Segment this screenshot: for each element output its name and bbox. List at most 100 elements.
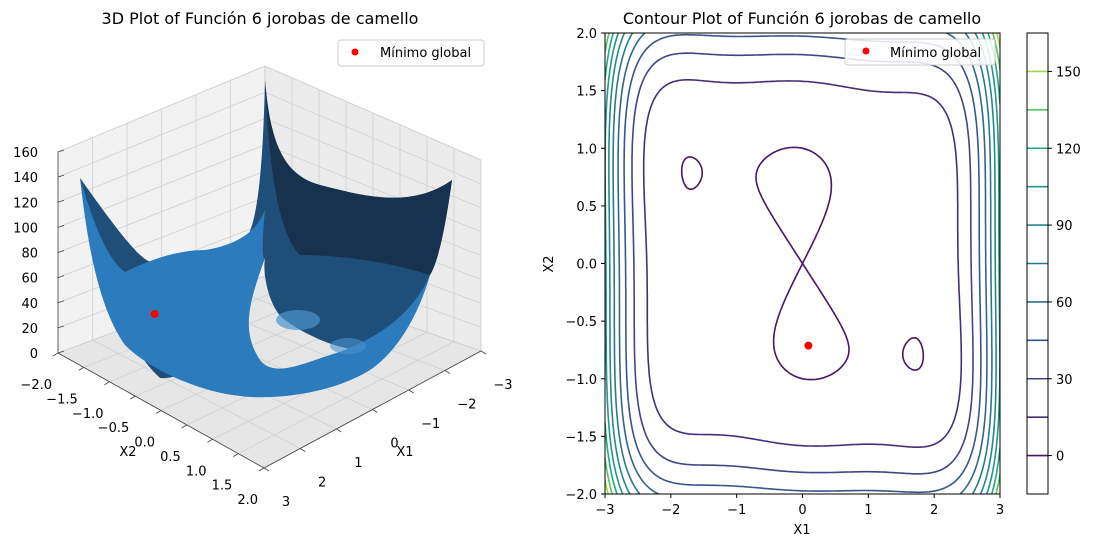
contour-level-line — [608, 33, 997, 494]
z-tick-label: 140 — [13, 171, 38, 186]
x2-tick-label: 1.0 — [186, 464, 207, 479]
x2-tick-mark — [130, 395, 136, 400]
x1-tick-label: −3 — [493, 378, 512, 393]
surface-3d-plot: 3D Plot of Función 6 jorobas de camello … — [13, 9, 512, 510]
z-tick-label: 60 — [21, 272, 38, 287]
colorbar-tick-label: 150 — [1056, 65, 1081, 80]
x2-tick-label: 0.0 — [134, 436, 155, 451]
contour-level-line — [642, 79, 963, 448]
contour-plot-title: Contour Plot of Función 6 jorobas de cam… — [623, 9, 981, 28]
x1-axis-ticks: −3 −2 −1 0 1 2 3 — [263, 350, 513, 510]
x-tick-label: 2 — [930, 503, 938, 518]
x-tick-label: −2 — [661, 503, 680, 518]
x1-tick-label: 1 — [354, 456, 362, 471]
z-tick-mark — [57, 149, 65, 153]
z-tick-mark — [57, 325, 65, 329]
x1-tick-mark — [372, 409, 378, 413]
colorbar-tick-label: 60 — [1056, 296, 1073, 311]
x2-tick-label: 0.5 — [160, 450, 181, 465]
x2-tick-label: −1.5 — [46, 392, 78, 407]
x-tick-label: 3 — [996, 503, 1004, 518]
x1-tick-label: 3 — [282, 495, 290, 510]
z-tick-mark — [57, 199, 65, 203]
x2-tick-mark — [258, 467, 265, 472]
x2-tick-mark — [233, 453, 239, 457]
z-tick-mark — [57, 275, 65, 279]
y-tick-label: −1.5 — [565, 430, 597, 445]
x2-tick-label: −1.0 — [72, 407, 104, 422]
y-tick-label: 1.0 — [576, 142, 597, 157]
x1-tick-mark — [408, 389, 414, 394]
x1-axis-ticks: −3 −2 −1 0 1 2 3 — [595, 494, 1004, 518]
x-tick-label: −1 — [727, 503, 746, 518]
legend-label: Mínimo global — [380, 46, 471, 61]
x1-tick-mark — [263, 467, 270, 472]
legend-marker — [862, 47, 870, 55]
x2-tick-mark — [207, 438, 213, 443]
x2-tick-label: 1.5 — [212, 479, 233, 494]
x2-tick-mark — [78, 367, 84, 371]
z-tick-label: 100 — [13, 221, 38, 236]
x-tick-label: 1 — [864, 503, 872, 518]
x1-tick-mark — [336, 428, 342, 433]
z-axis-ticks: 0 20 40 60 80 100 120 140 160 — [13, 146, 65, 362]
contour-level-line — [605, 33, 1000, 494]
legend-box — [844, 38, 996, 66]
global-minimum-marker — [804, 341, 813, 350]
y-tick-label: 0.5 — [576, 200, 597, 215]
x2-tick-mark — [155, 410, 162, 414]
legend-label: Mínimo global — [890, 46, 981, 61]
contour-lines — [605, 33, 1000, 494]
legend-box — [337, 39, 485, 67]
colorbar: 0 30 60 90 120 150 — [1026, 32, 1081, 495]
colorbar-tick-label: 30 — [1056, 373, 1073, 388]
z-tick-label: 160 — [13, 146, 38, 161]
x2-axis-ticks: −2.0−1.5−1.0−0.50.00.51.01.52.0 — [565, 27, 605, 503]
x-tick-label: 0 — [798, 503, 806, 518]
y-tick-label: −1.0 — [565, 373, 597, 388]
colorbar-tick-label: 120 — [1056, 142, 1081, 157]
z-tick-label: 120 — [13, 196, 38, 211]
surface-valley-left — [276, 310, 320, 330]
contour-level-line — [605, 33, 1000, 494]
x2-tick-mark — [104, 381, 110, 386]
contour-legend: Mínimo global — [844, 38, 996, 66]
surface-mesh — [80, 80, 452, 398]
y-tick-label: 0.0 — [576, 258, 597, 273]
surface-front — [80, 178, 430, 398]
z-tick-label: 20 — [21, 322, 38, 337]
x1-tick-label: 0 — [390, 437, 398, 452]
z-tick-label: 80 — [21, 247, 38, 262]
contour-level-line — [617, 33, 988, 494]
x1-tick-label: −2 — [457, 398, 476, 413]
x1-tick-mark — [299, 448, 306, 452]
surface-right-ridge — [265, 80, 452, 275]
y-tick-label: 1.5 — [576, 85, 597, 100]
y-tick-label: 2.0 — [576, 27, 597, 42]
colorbar-tick-label: 90 — [1056, 219, 1073, 234]
z-tick-label: 0 — [30, 347, 38, 362]
surface-valley-right — [330, 338, 366, 354]
x2-axis-ticks: −2.0−1.5−1.0−0.5 0.0 0.5 1.0 1.5 2.0 — [20, 352, 265, 508]
x1-gridline — [92, 339, 301, 449]
colorbar-tick-label: 0 — [1056, 450, 1064, 465]
z-tick-mark — [57, 224, 65, 228]
z-tick-label: 40 — [21, 297, 38, 312]
x2-tick-label: −0.5 — [98, 421, 130, 436]
x1-tick-mark — [480, 350, 487, 355]
z-tick-mark — [57, 250, 65, 253]
z-tick-mark — [57, 300, 65, 304]
z-tick-mark — [57, 350, 65, 354]
x2-axis-label: X2 — [542, 255, 557, 272]
x2-tick-label: 2.0 — [237, 493, 258, 508]
x1-axis-label: X1 — [793, 523, 810, 538]
x1-tick-label: 2 — [318, 476, 326, 491]
contour-level-line — [680, 146, 925, 381]
surface-legend: Mínimo global — [337, 39, 485, 67]
x1-tick-mark — [444, 370, 451, 374]
x-tick-label: −3 — [595, 503, 614, 518]
x2-tick-mark — [52, 352, 59, 357]
surface-plot-title: 3D Plot of Función 6 jorobas de camello — [102, 9, 419, 28]
x2-tick-label: −2.0 — [20, 378, 52, 393]
